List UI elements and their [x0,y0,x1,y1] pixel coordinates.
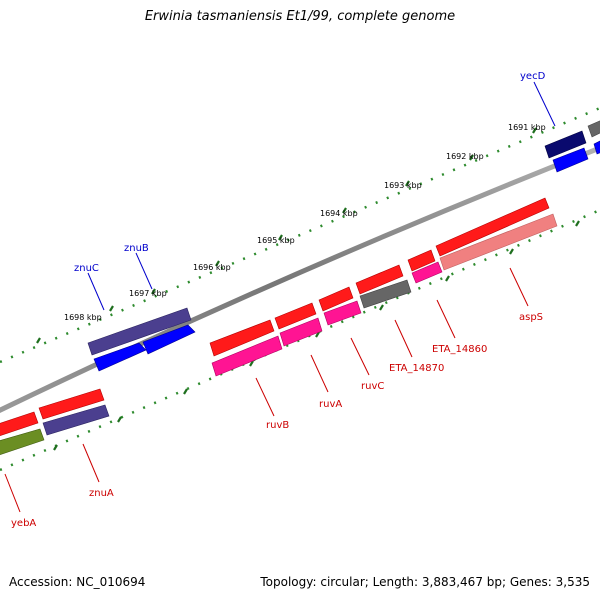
scale-label-1692: 1692 kbp [446,152,484,161]
scale-label-1693: 1693 kbp [384,181,422,190]
gene-label-znuA[interactable]: znuA [89,488,114,499]
leader-yecD [533,81,556,127]
gene-label-eta14870[interactable]: ETA_14870 [389,363,444,374]
gene-arrow-aspS-rev[interactable] [439,213,558,271]
leader-eta14860 [436,299,456,339]
gene-arrow-eta14870-fwd[interactable] [355,264,404,295]
gene-arrow-edge-fwd[interactable] [587,120,600,138]
label-leaders [4,81,556,513]
forward-features [0,120,600,436]
genome-summary-text: Topology: circular; Length: 3,883,467 bp… [260,575,590,589]
gene-label-znuC[interactable]: znuC [74,263,99,274]
gene-label-aspS[interactable]: aspS [519,312,543,323]
gene-labels: yecD znuB znuC aspS ETA_14860 ETA_14870 … [11,71,546,529]
gene-label-eta14860[interactable]: ETA_14860 [432,344,487,355]
scale-label-1696: 1696 kbp [193,263,231,272]
reverse-features [0,140,600,455]
gene-arrow-yecD-rev[interactable] [552,147,589,173]
gene-arrow-yebA-rev[interactable] [0,428,45,455]
gene-label-ruvA[interactable]: ruvA [319,399,342,410]
gene-label-ruvB[interactable]: ruvB [266,420,289,431]
leader-ruvC [350,337,370,376]
leader-znuB [135,252,153,290]
gene-label-ruvC[interactable]: ruvC [361,381,384,392]
gene-arrow-aspS-fwd[interactable] [435,197,550,257]
scale-labels: 1691 kbp 1692 kbp 1693 kbp 1694 kbp 1695… [64,123,546,322]
leader-znuA [82,443,100,483]
leader-znuC [87,272,105,311]
leader-ruvB [255,377,275,417]
genome-title: Erwinia tasmaniensis Et1/99, complete ge… [144,9,456,24]
gene-arrow-yebA-fwd[interactable] [0,411,39,436]
gene-label-yecD[interactable]: yecD [520,71,546,82]
gene-arrow-ruvA-rev[interactable] [279,317,323,347]
leader-yebA [4,473,21,513]
gene-arrow-eta14870-rev[interactable] [359,279,412,309]
gene-arrow-edge-rev[interactable] [593,140,600,155]
scale-label-1691: 1691 kbp [508,123,546,132]
scale-label-1695: 1695 kbp [257,236,295,245]
scale-label-1698: 1698 kbp [64,313,102,322]
gene-arrow-znuB-rev[interactable] [142,324,196,355]
gene-arrow-znuA-fwd[interactable] [38,388,105,420]
outer-ruler [0,106,600,364]
major-ticks [36,127,580,451]
genome-backbone [0,145,600,413]
gene-arrow-ruvA-fwd[interactable] [274,302,317,330]
scale-label-1697: 1697 kbp [129,289,167,298]
scale-label-1694: 1694 kbp [320,209,358,218]
gene-arrow-ruvB-fwd[interactable] [209,319,275,357]
gene-arrow-znuA-rev[interactable] [42,404,110,436]
gene-arrow-ruvC-fwd[interactable] [318,286,354,312]
accession-text: Accession: NC_010694 [9,575,146,589]
gene-arrow-ruvB-rev[interactable] [211,335,283,377]
gene-label-yebA[interactable]: yebA [11,518,36,529]
gene-label-znuB[interactable]: znuB [124,243,149,254]
gene-arrow-yecD-fwd[interactable] [544,130,587,159]
gene-arrow-znuC-rev[interactable] [93,342,147,372]
gene-arrow-eta14860-rev[interactable] [411,261,443,284]
leader-eta14870 [394,319,413,358]
leader-aspS [509,267,529,307]
leader-ruvA [310,354,329,393]
gene-arrow-ruvC-rev[interactable] [323,300,362,326]
inner-ruler [0,208,600,472]
gene-arrow-znuB-fwd[interactable] [87,307,192,356]
gene-arrow-eta14860-fwd[interactable] [407,249,436,272]
